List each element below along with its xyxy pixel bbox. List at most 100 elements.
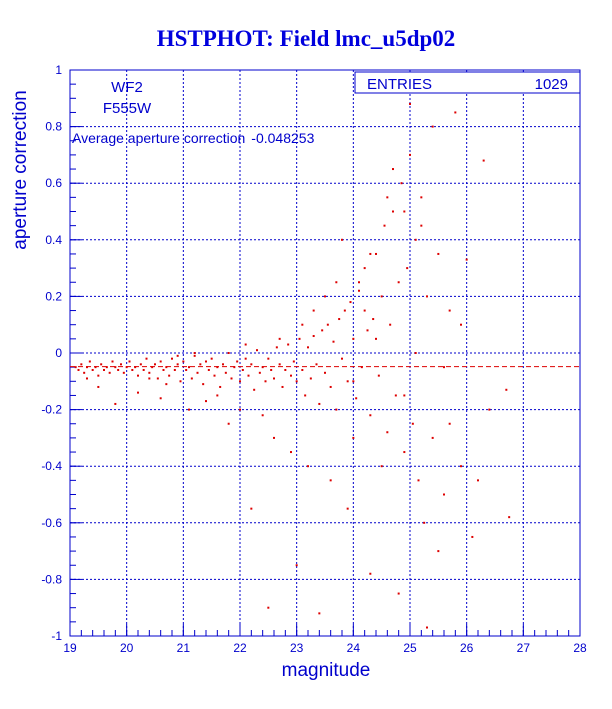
y-tick-label: 0.8: [45, 120, 62, 134]
data-point: [383, 224, 386, 227]
data-point: [369, 414, 372, 417]
data-point: [409, 153, 411, 156]
data-point: [139, 363, 142, 366]
data-point: [312, 335, 315, 338]
data-point: [122, 371, 125, 374]
data-point: [176, 363, 179, 366]
data-point: [477, 479, 479, 482]
data-point: [309, 377, 312, 380]
data-point: [250, 507, 253, 510]
data-point: [227, 422, 230, 425]
y-tick-label: 0.6: [45, 176, 62, 190]
y-tick-label: 1: [55, 63, 62, 77]
data-point: [188, 366, 190, 369]
data-point: [417, 479, 420, 482]
data-point: [392, 168, 394, 171]
data-point: [329, 479, 332, 482]
data-point: [409, 102, 411, 105]
data-point: [341, 238, 343, 241]
data-point: [380, 295, 383, 298]
x-tick-label: 21: [177, 641, 191, 655]
data-point: [295, 380, 298, 383]
data-point: [397, 281, 400, 284]
entries-label: ENTRIES: [367, 76, 432, 93]
data-point: [137, 374, 139, 377]
data-point: [193, 354, 196, 357]
plot-area: 19 20 21 22 23 24 25 26 27 28 -1 -0.8 -0.6 -0.4 -0.2 0 0…: [41, 63, 587, 655]
data-point: [437, 550, 440, 553]
data-point: [363, 267, 366, 270]
data-point: [196, 371, 199, 374]
data-point: [137, 391, 139, 394]
data-point: [363, 309, 366, 312]
data-point: [352, 436, 355, 439]
data-point: [372, 318, 375, 321]
data-point: [86, 377, 88, 380]
x-tick-label: 22: [233, 641, 247, 655]
data-point: [219, 385, 222, 388]
data-point: [420, 224, 423, 227]
data-point: [224, 371, 227, 374]
data-point: [488, 408, 491, 411]
data-point: [358, 281, 360, 284]
data-point: [403, 210, 406, 213]
data-point: [505, 388, 508, 391]
data-point: [403, 451, 406, 454]
data-point: [335, 408, 338, 411]
data-point: [355, 397, 358, 400]
data-point: [216, 394, 219, 397]
data-point: [188, 408, 190, 411]
data-point: [148, 371, 151, 374]
data-point: [321, 329, 324, 332]
data-point: [278, 363, 281, 366]
data-point: [168, 374, 171, 377]
data-point: [213, 374, 216, 377]
data-point: [244, 343, 247, 346]
data-point: [443, 493, 445, 496]
data-point: [222, 363, 224, 366]
y-tick-label: -0.8: [41, 572, 62, 586]
data-point: [97, 374, 100, 377]
data-point: [298, 337, 301, 340]
data-point: [241, 368, 244, 371]
data-point: [165, 383, 168, 386]
data-point: [128, 360, 131, 363]
data-point: [273, 377, 275, 380]
data-point: [154, 363, 156, 366]
data-point: [377, 374, 380, 377]
data-point: [275, 346, 278, 349]
data-point: [307, 465, 309, 468]
data-point: [375, 252, 377, 255]
data-point: [375, 337, 377, 340]
data-point: [205, 360, 207, 363]
data-point: [199, 363, 202, 366]
data-point: [437, 252, 440, 255]
data-point: [443, 366, 445, 369]
data-point: [111, 360, 114, 363]
average-annotation-value: -0.048253: [251, 130, 314, 146]
data-point: [349, 301, 352, 304]
data-point: [386, 196, 389, 199]
data-point: [114, 402, 117, 405]
y-tick-label: 0.4: [45, 233, 62, 247]
data-point: [329, 385, 332, 388]
data-point: [247, 374, 250, 377]
data-point: [448, 309, 451, 312]
data-point: [190, 377, 193, 380]
data-point: [270, 368, 273, 371]
data-point: [324, 371, 326, 374]
data-point: [193, 352, 196, 354]
chip-label: WF2: [111, 79, 143, 96]
data-point: [176, 354, 179, 357]
data-point: [295, 564, 298, 567]
filter-label: F555W: [103, 100, 152, 117]
data-point: [230, 377, 233, 380]
data-point: [411, 422, 414, 425]
data-point: [431, 436, 434, 439]
data-point: [403, 394, 406, 397]
data-point: [426, 295, 428, 298]
average-annotation-label: Average aperture correction: [72, 130, 245, 146]
data-point: [397, 592, 400, 595]
data-point: [508, 516, 511, 519]
data-point: [162, 368, 165, 371]
